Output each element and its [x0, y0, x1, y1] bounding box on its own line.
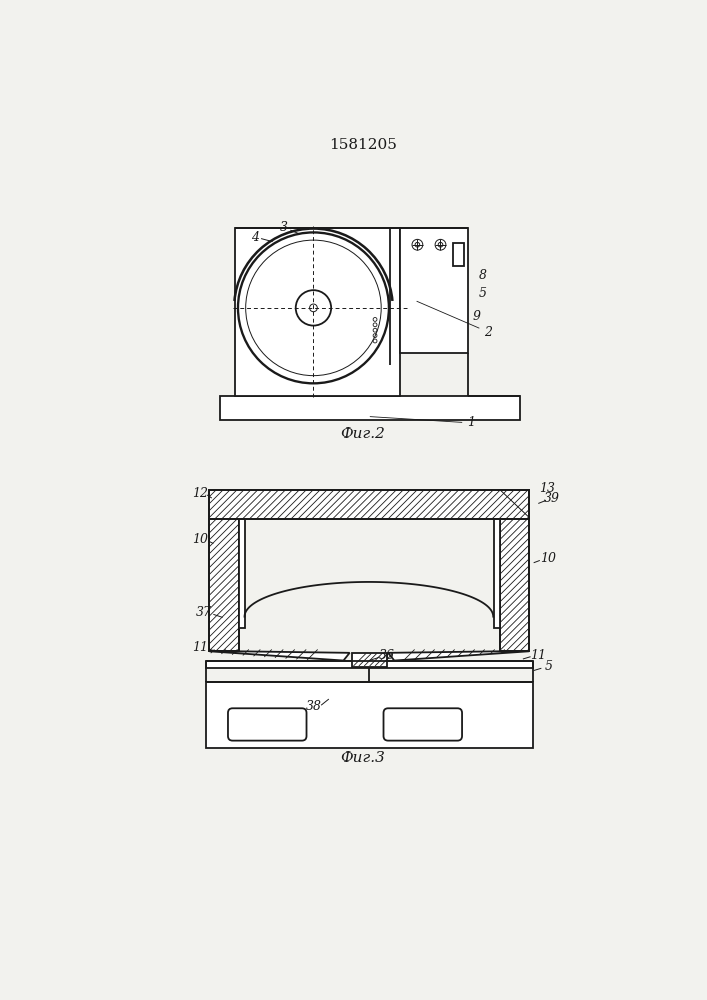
Bar [209, 490, 529, 519]
Text: 4: 4 [251, 231, 259, 244]
Bar [206, 682, 533, 748]
Polygon shape [209, 651, 350, 661]
Text: 9: 9 [473, 310, 481, 323]
Bar [235, 228, 400, 396]
Text: 10: 10 [540, 552, 556, 565]
Text: 13: 13 [539, 482, 555, 495]
Bar [400, 228, 468, 353]
Circle shape [296, 290, 331, 326]
Text: 10: 10 [192, 533, 209, 546]
Text: 12: 12 [192, 487, 209, 500]
Polygon shape [388, 651, 529, 661]
Text: 11: 11 [530, 649, 547, 662]
Text: 37: 37 [196, 606, 212, 619]
Bar [209, 519, 239, 651]
Bar [452, 243, 464, 266]
Text: Фиг.3: Фиг.3 [340, 751, 385, 765]
Bar [352, 653, 387, 667]
Text: 36: 36 [378, 649, 395, 662]
Bar [209, 490, 529, 519]
Text: 5: 5 [479, 287, 487, 300]
Text: 11: 11 [192, 641, 209, 654]
Circle shape [310, 304, 317, 312]
Bar [219, 396, 520, 420]
Text: 1: 1 [370, 416, 475, 429]
Bar [206, 661, 533, 668]
Text: Фиг.2: Фиг.2 [340, 427, 385, 441]
Bar [500, 519, 529, 651]
Bar [493, 519, 500, 628]
Bar [209, 519, 239, 651]
Bar [500, 519, 529, 651]
Text: 2: 2 [417, 301, 492, 339]
Text: 5: 5 [544, 660, 552, 673]
Text: 38: 38 [305, 700, 322, 713]
Text: 39: 39 [544, 492, 560, 505]
Text: 8: 8 [479, 269, 487, 282]
Bar [239, 519, 245, 628]
Text: 1581205: 1581205 [329, 138, 397, 152]
Bar [400, 228, 456, 266]
Text: 3: 3 [280, 221, 288, 234]
